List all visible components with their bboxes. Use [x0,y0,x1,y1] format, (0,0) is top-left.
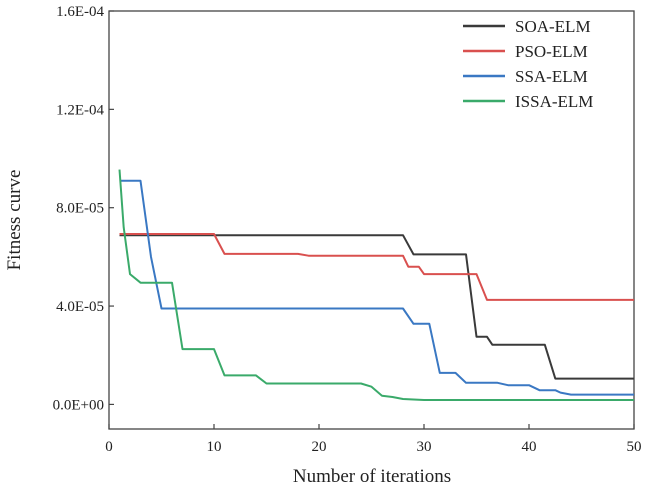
legend-label-soa-elm: SOA-ELM [515,17,591,36]
series-line-soa-elm [119,234,634,380]
series-line-ssa-elm [119,179,634,396]
y-tick-label: 1.2E-04 [56,102,104,118]
y-tick-label: 8.0E-05 [56,201,104,217]
x-tick-label: 50 [627,439,642,455]
legend-label-ssa-elm: SSA-ELM [515,67,588,86]
series-line-issa-elm [118,169,634,401]
y-axis-ticks: 0.0E+00 4.0E-05 8.0E-05 1.2E-04 1.6E-04 [53,4,114,413]
y-tick-label: 1.6E-04 [56,4,104,20]
x-tick-label: 10 [207,439,222,455]
x-tick-label: 20 [312,439,327,455]
legend-label-issa-elm: ISSA-ELM [515,92,593,111]
legend-label-pso-elm: PSO-ELM [515,42,588,61]
y-tick-label: 0.0E+00 [53,397,104,413]
y-tick-label: 4.0E-05 [56,299,104,315]
x-axis-ticks: 0 10 20 30 40 50 [105,424,642,455]
series-layer [118,169,634,401]
legend: SOA-ELM PSO-ELM SSA-ELM ISSA-ELM [463,17,593,111]
x-tick-label: 30 [417,439,432,455]
series-line-pso-elm [119,233,634,301]
x-tick-label: 40 [522,439,537,455]
x-axis-title: Number of iterations [293,466,451,487]
x-tick-label: 0 [105,439,113,455]
plot-area [108,10,635,430]
y-axis-title: Fitness curve [4,170,25,271]
